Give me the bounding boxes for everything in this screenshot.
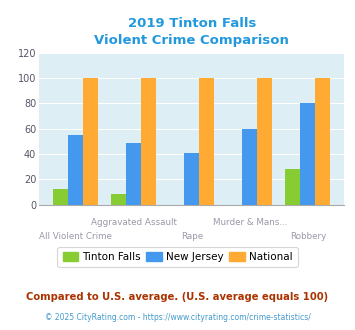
Bar (257, 78, 272, 205)
Bar (285, 169, 300, 205)
Bar (184, 153, 199, 205)
Text: Robbery: Robbery (290, 232, 326, 241)
Bar (53, 189, 68, 205)
Text: Rape: Rape (181, 232, 203, 241)
Bar (111, 194, 126, 205)
Text: All Violent Crime: All Violent Crime (39, 232, 112, 241)
Text: © 2025 CityRating.com - https://www.cityrating.com/crime-statistics/: © 2025 CityRating.com - https://www.city… (45, 313, 310, 322)
Bar (83, 78, 98, 205)
Legend: Tinton Falls, New Jersey, National: Tinton Falls, New Jersey, National (58, 247, 297, 267)
Bar (141, 78, 156, 205)
Text: Aggravated Assault: Aggravated Assault (91, 218, 176, 227)
Title: 2019 Tinton Falls
Violent Crime Comparison: 2019 Tinton Falls Violent Crime Comparis… (94, 17, 289, 48)
Bar (315, 78, 331, 205)
Bar (126, 143, 141, 205)
Text: Murder & Mans...: Murder & Mans... (213, 218, 287, 227)
Bar (199, 78, 214, 205)
Bar (300, 103, 315, 205)
Text: Compared to U.S. average. (U.S. average equals 100): Compared to U.S. average. (U.S. average … (26, 292, 329, 302)
Bar (242, 129, 257, 205)
Bar (68, 135, 83, 205)
